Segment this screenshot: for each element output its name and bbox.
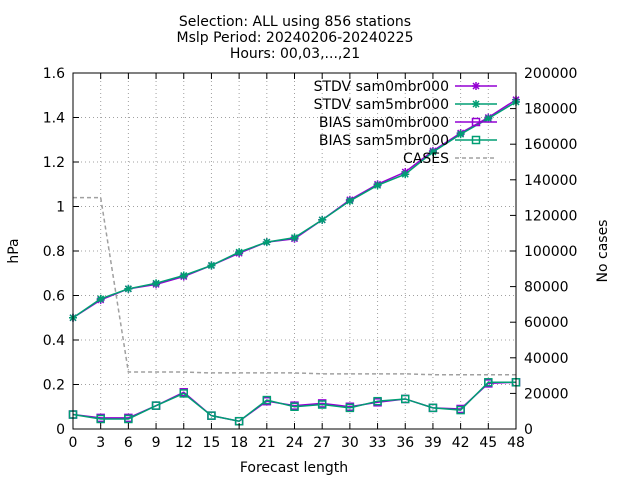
x-tick-label: 48 bbox=[507, 435, 525, 451]
plot-frame bbox=[72, 72, 517, 430]
y-tick-label: 0.8 bbox=[43, 244, 65, 260]
y2-tick-label: 200000 bbox=[524, 66, 577, 82]
data-point bbox=[96, 294, 105, 303]
data-point bbox=[373, 396, 382, 406]
data-point bbox=[456, 130, 465, 139]
series-line bbox=[73, 196, 516, 376]
data-point bbox=[471, 135, 481, 145]
legend-label: STDV sam0mbr000 bbox=[314, 79, 449, 95]
x-tick-label: 3 bbox=[96, 435, 105, 451]
grid bbox=[73, 73, 516, 429]
x-tick-label: 42 bbox=[452, 435, 470, 451]
data-point bbox=[179, 271, 188, 280]
legend-entry: STDV sam0mbr000 bbox=[314, 79, 497, 95]
data-point bbox=[262, 238, 271, 247]
data-point bbox=[401, 394, 410, 404]
y2-tick-label: 120000 bbox=[524, 208, 577, 224]
legend-label: BIAS sam5mbr000 bbox=[319, 133, 449, 149]
data-point bbox=[471, 117, 481, 127]
data-point bbox=[235, 248, 244, 257]
y2-tick-label: 160000 bbox=[524, 137, 577, 153]
series-layer bbox=[68, 95, 521, 426]
y2-axis-title: No cases bbox=[595, 220, 611, 283]
title-line-1: Selection: ALL using 856 stations bbox=[179, 14, 411, 30]
y-tick-label: 1.2 bbox=[43, 155, 65, 171]
series-4 bbox=[73, 196, 516, 376]
y-tick-label: 0.4 bbox=[43, 333, 65, 349]
x-tick-label: 45 bbox=[479, 435, 497, 451]
data-point bbox=[151, 401, 161, 410]
y2-tick-label: 60000 bbox=[524, 315, 569, 331]
data-point bbox=[207, 411, 216, 420]
legend: STDV sam0mbr000 STDV sam5mbr000 BIAS sam0m… bbox=[314, 79, 497, 167]
y2-tick-label: 40000 bbox=[524, 351, 569, 367]
x-tick-label: 12 bbox=[175, 435, 193, 451]
title-line-3: Hours: 00,03,...,21 bbox=[230, 46, 360, 62]
x-tick-label: 24 bbox=[286, 435, 304, 451]
y-tick-label: 0.2 bbox=[43, 378, 65, 394]
data-point bbox=[373, 181, 382, 190]
data-point bbox=[456, 405, 465, 415]
y-tick-label: 0.6 bbox=[43, 289, 65, 305]
y2-tick-label: 100000 bbox=[524, 244, 577, 260]
legend-label: CASES bbox=[403, 151, 449, 167]
y-tick-label: 1 bbox=[56, 200, 65, 216]
x-tick-label: 15 bbox=[203, 435, 221, 451]
x-tick-label: 9 bbox=[152, 435, 161, 451]
y-tick-label: 0 bbox=[56, 422, 65, 438]
legend-entry: BIAS sam5mbr000 bbox=[319, 133, 497, 149]
legend-entry: CASES bbox=[403, 151, 497, 167]
x-tick-label: 30 bbox=[341, 435, 359, 451]
data-point bbox=[262, 395, 272, 405]
data-point bbox=[290, 233, 299, 242]
data-point bbox=[207, 261, 216, 270]
x-axis-title: Forecast length bbox=[240, 460, 348, 476]
x-tick-label: 36 bbox=[396, 435, 414, 451]
data-point bbox=[472, 100, 480, 108]
data-point bbox=[401, 170, 410, 179]
data-point bbox=[472, 82, 480, 90]
legend-label: STDV sam5mbr000 bbox=[314, 97, 449, 113]
axes: 0 3 6 9 12 15 18 21 24 27 30 33 36 39 42 45 4800.20.40.6… bbox=[43, 66, 578, 451]
series-line bbox=[72, 381, 516, 423]
data-point bbox=[345, 196, 354, 205]
chart-title: Selection: ALL using 856 stations Mslp P… bbox=[177, 14, 414, 62]
legend-entry: BIAS sam0mbr000 bbox=[319, 115, 497, 131]
y2-tick-label: 0 bbox=[524, 422, 533, 438]
data-point bbox=[428, 147, 437, 156]
data-point bbox=[179, 389, 188, 398]
data-point bbox=[290, 402, 299, 411]
legend-entry: STDV sam5mbr000 bbox=[314, 97, 497, 113]
x-tick-label: 0 bbox=[69, 435, 78, 451]
x-tick-label: 18 bbox=[230, 435, 248, 451]
x-tick-label: 21 bbox=[258, 435, 276, 451]
y2-tick-label: 80000 bbox=[524, 280, 569, 296]
y-axis-title: hPa bbox=[6, 238, 22, 263]
y2-tick-label: 180000 bbox=[524, 102, 577, 118]
x-tick-label: 39 bbox=[424, 435, 442, 451]
data-point bbox=[152, 279, 161, 288]
data-point bbox=[317, 400, 327, 409]
data-point bbox=[345, 403, 355, 413]
y2-tick-label: 20000 bbox=[524, 386, 569, 402]
x-tick-label: 27 bbox=[313, 435, 331, 451]
title-line-2: Mslp Period: 20240206-20240225 bbox=[177, 30, 414, 46]
y2-tick-label: 140000 bbox=[524, 173, 577, 189]
data-point bbox=[124, 414, 133, 424]
data-point bbox=[124, 284, 133, 293]
data-point bbox=[484, 378, 493, 387]
x-tick-label: 33 bbox=[369, 435, 387, 451]
legend-label: BIAS sam0mbr000 bbox=[319, 115, 449, 131]
y-tick-label: 1.6 bbox=[43, 66, 65, 82]
data-point bbox=[96, 414, 105, 424]
x-tick-label: 6 bbox=[124, 435, 133, 451]
y-tick-label: 1.4 bbox=[43, 111, 65, 127]
data-point bbox=[318, 215, 327, 224]
data-point bbox=[428, 403, 438, 413]
